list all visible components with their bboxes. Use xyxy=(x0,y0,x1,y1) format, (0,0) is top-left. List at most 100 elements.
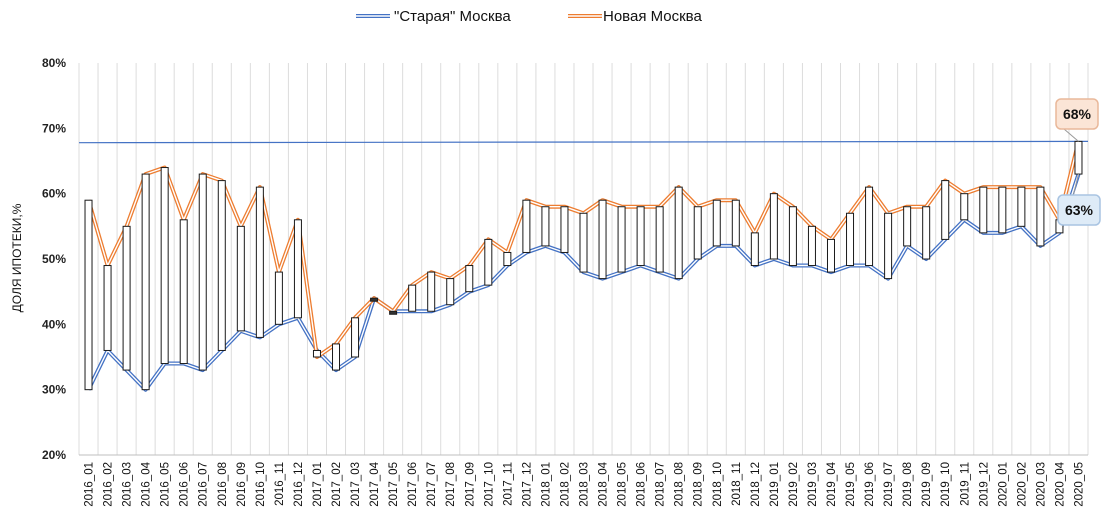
range-bar-2017_07 xyxy=(427,271,436,312)
x-tick-label: 2017_09 xyxy=(464,462,476,507)
x-tick-label: 2019_03 xyxy=(807,462,819,507)
range-bar-2017_01 xyxy=(312,349,321,358)
x-tick-label: 2017_07 xyxy=(426,462,438,507)
x-tick-label: 2019_09 xyxy=(921,462,933,507)
range-bar-2016_10 xyxy=(255,186,264,338)
x-tick-label: 2018_06 xyxy=(636,462,648,507)
x-tick-label: 2018_03 xyxy=(579,462,591,507)
range-bar-2018_11 xyxy=(731,199,740,247)
range-bar-2017_03 xyxy=(351,317,360,358)
range-bar-2018_08 xyxy=(674,186,683,280)
range-bar-2019_01 xyxy=(769,193,778,260)
range-bar-2018_07 xyxy=(655,206,664,273)
x-tick-label: 2018_05 xyxy=(617,462,629,507)
range-bar-2018_01 xyxy=(541,206,550,247)
y-tick-label: 80% xyxy=(42,56,66,70)
x-tick-label: 2019_05 xyxy=(845,462,857,507)
x-tick-label: 2020_05 xyxy=(1073,462,1085,507)
range-bar-2018_12 xyxy=(750,232,759,267)
x-tick-label: 2019_02 xyxy=(788,462,800,507)
range-bar-2017_05 xyxy=(389,310,398,315)
range-bar-2019_10 xyxy=(941,180,950,240)
range-bar-2016_03 xyxy=(122,225,131,371)
x-tick-label: 2016_11 xyxy=(274,462,286,506)
range-bar-2019_09 xyxy=(922,206,931,260)
trendline xyxy=(78,140,1089,144)
x-tick-label: 2016_09 xyxy=(236,462,248,507)
x-tick-label: 2018_07 xyxy=(655,462,667,507)
x-tick-label: 2017_03 xyxy=(350,462,362,507)
x-tick-label: 2016_12 xyxy=(293,462,305,507)
annotations: 68% 63% xyxy=(1055,98,1101,226)
range-bar-2016_11 xyxy=(274,271,283,325)
x-tick-label: 2019_12 xyxy=(978,462,990,507)
range-bar-2018_04 xyxy=(598,199,607,280)
legend: "Старая" Москва Новая Москва xyxy=(356,8,702,25)
x-tick-label: 2019_08 xyxy=(902,462,914,507)
x-tick-label: 2016_02 xyxy=(103,462,115,507)
range-bar-2017_06 xyxy=(408,284,417,312)
range-bar-2019_04 xyxy=(826,238,835,273)
x-tick-label: 2016_01 xyxy=(84,462,96,507)
y-axis-label: ДОЛЯ ИПОТЕКИ,% xyxy=(10,203,24,312)
x-tick-label: 2020_04 xyxy=(1054,461,1066,506)
grid xyxy=(78,63,1089,456)
range-bar-2020_03 xyxy=(1036,186,1045,247)
y-tick-label: 30% xyxy=(42,383,66,397)
x-tick-label: 2017_10 xyxy=(483,462,495,507)
range-bar-2017_04 xyxy=(370,297,379,302)
range-bar-2019_05 xyxy=(846,212,855,267)
x-tick-label: 2016_07 xyxy=(198,462,210,507)
x-tick-label: 2017_08 xyxy=(445,462,457,507)
range-bar-2016_01 xyxy=(84,199,93,391)
range-bar-2019_07 xyxy=(884,212,893,280)
x-tick-label: 2017_01 xyxy=(312,462,324,507)
legend-new-moscow-label: Новая Москва xyxy=(603,8,702,25)
x-tick-label: 2018_08 xyxy=(674,462,686,507)
x-tick-label: 2019_11 xyxy=(959,462,971,506)
x-tick-label: 2018_01 xyxy=(540,462,552,507)
range-bar-2016_02 xyxy=(103,265,112,351)
x-tick-label: 2019_06 xyxy=(864,462,876,507)
x-tick-label: 2017_06 xyxy=(407,462,419,507)
x-tick-label: 2020_02 xyxy=(1016,462,1028,507)
x-tick-label: 2016_08 xyxy=(217,462,229,507)
callout-new-moscow: 68% xyxy=(1055,98,1099,142)
x-tick-label: 2018_11 xyxy=(731,462,743,506)
range-bar-2019_08 xyxy=(903,206,912,247)
range-bar-2017_02 xyxy=(332,343,341,371)
range-bar-2020_05 xyxy=(1074,140,1083,175)
x-tick-label: 2016_05 xyxy=(160,462,172,507)
range-bar-2018_05 xyxy=(617,206,626,273)
y-tick-label: 20% xyxy=(42,448,66,462)
x-tick-label: 2018_09 xyxy=(693,462,705,507)
x-tick-label: 2018_10 xyxy=(712,462,724,507)
range-bar-2016_05 xyxy=(160,167,169,365)
callout-old-moscow-label: 63% xyxy=(1065,202,1094,218)
y-tick-label: 40% xyxy=(42,317,66,331)
callout-new-moscow-leader xyxy=(1063,128,1079,142)
y-tick-label: 50% xyxy=(42,252,66,266)
y-tick-label: 60% xyxy=(42,187,66,201)
range-bar-2016_12 xyxy=(293,219,302,319)
x-tick-label: 2016_04 xyxy=(141,461,153,506)
legend-old-moscow-label: "Старая" Москва xyxy=(394,8,511,25)
range-bar-2020_02 xyxy=(1017,186,1026,227)
range-bar-2016_06 xyxy=(179,219,188,365)
callout-old-moscow-box xyxy=(1057,194,1101,226)
x-tick-label: 2019_01 xyxy=(769,462,781,507)
x-tick-label: 2019_07 xyxy=(883,462,895,507)
x-tick-label: 2017_11 xyxy=(502,462,514,506)
trendline-line xyxy=(78,140,1089,144)
callout-new-moscow-label: 68% xyxy=(1063,106,1092,122)
range-bar-2018_10 xyxy=(712,199,721,247)
x-tick-label: 2018_04 xyxy=(598,461,610,506)
range-bar-2016_08 xyxy=(217,180,226,351)
range-bar-2019_06 xyxy=(865,186,874,267)
x-tick-label: 2019_10 xyxy=(940,462,952,507)
range-bar-2019_12 xyxy=(979,186,988,234)
range-bar-2019_11 xyxy=(960,193,969,221)
x-tick-label: 2020_03 xyxy=(1035,462,1047,507)
range-bar-2019_02 xyxy=(788,206,797,267)
